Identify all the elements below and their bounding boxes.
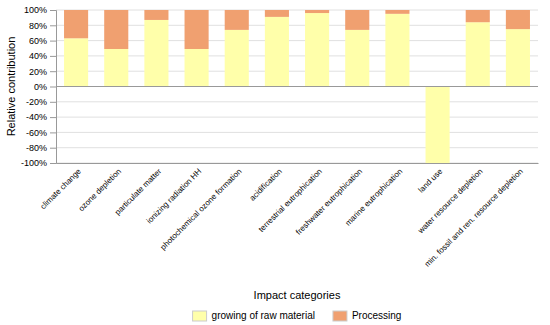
y-tick-label: -60% bbox=[26, 128, 47, 138]
grid-line bbox=[56, 117, 538, 118]
x-tick-label: climate change bbox=[38, 166, 83, 211]
y-tick-label: -40% bbox=[26, 112, 47, 122]
y-tick: -40% bbox=[26, 112, 56, 122]
y-tick: -100% bbox=[21, 158, 56, 168]
y-axis: -100% -80% -60% -40% -20% 0% 20% 40% 60% 80% 100% bbox=[21, 5, 57, 168]
y-tick-mark bbox=[50, 87, 56, 88]
grid-line bbox=[56, 86, 538, 87]
bar-segment bbox=[385, 10, 409, 14]
y-axis-title: Relative contribution bbox=[5, 37, 17, 137]
y-tick: -80% bbox=[26, 143, 56, 153]
legend-item: Processing bbox=[333, 310, 401, 321]
x-tick: freshwater eutrophication bbox=[294, 163, 364, 237]
y-tick: 60% bbox=[29, 36, 56, 46]
bar-segment bbox=[506, 29, 530, 86]
legend-swatch bbox=[333, 311, 347, 321]
bar-segment bbox=[64, 38, 88, 86]
y-tick-label: -80% bbox=[26, 143, 47, 153]
y-tick-mark bbox=[50, 71, 56, 72]
grid-line bbox=[56, 132, 538, 133]
y-tick: 20% bbox=[29, 67, 56, 77]
y-tick: -60% bbox=[26, 128, 56, 138]
y-tick-label: 20% bbox=[29, 67, 47, 77]
bar-segment bbox=[265, 17, 289, 87]
x-tick: climate change bbox=[38, 163, 83, 211]
grid-line bbox=[56, 101, 538, 102]
legend-label: growing of raw material bbox=[212, 310, 315, 321]
bar-segment bbox=[104, 10, 128, 49]
x-tick: water resource depletion bbox=[416, 163, 485, 236]
bar-segment bbox=[225, 10, 249, 30]
x-tick-label: terrestrial eutrophication bbox=[257, 167, 324, 234]
chart: -100% -80% -60% -40% -20% 0% 20% 40% 60% 80% 100% c… bbox=[0, 0, 550, 325]
x-tick-label: freshwater eutrophication bbox=[294, 167, 364, 237]
x-tick: land use bbox=[417, 163, 445, 195]
y-tick-label: -20% bbox=[26, 97, 47, 107]
legend: growing of raw material Processing bbox=[193, 310, 402, 321]
x-axis: climate changeozone depletionparticulate… bbox=[38, 163, 538, 269]
bar-segment bbox=[144, 10, 168, 20]
y-tick-mark bbox=[50, 56, 56, 57]
y-tick-label: 100% bbox=[24, 5, 47, 15]
bar-segment bbox=[345, 30, 369, 87]
y-tick-label: -100% bbox=[21, 158, 47, 168]
x-tick: photochemical ozone formation bbox=[159, 163, 244, 252]
y-tick-mark bbox=[50, 148, 56, 149]
x-tick-label: acidification bbox=[248, 167, 284, 203]
legend-item: growing of raw material bbox=[193, 310, 315, 321]
bar-segment bbox=[345, 10, 369, 30]
bar-segment bbox=[305, 13, 329, 86]
plot-area: -100% -80% -60% -40% -20% 0% 20% 40% 60% 80% 100% c… bbox=[21, 5, 539, 268]
y-tick-mark bbox=[50, 41, 56, 42]
bar-segment bbox=[466, 22, 490, 86]
bar-segment bbox=[305, 10, 329, 13]
x-tick: marine eutrophication bbox=[343, 163, 404, 228]
x-tick-label: marine eutrophication bbox=[343, 167, 404, 228]
x-tick: ozone depletion bbox=[77, 163, 123, 213]
bar-segment bbox=[104, 49, 128, 86]
y-tick-label: 0% bbox=[34, 82, 47, 92]
y-tick-mark bbox=[50, 10, 56, 11]
y-tick: -20% bbox=[26, 97, 56, 107]
bar-segment bbox=[506, 10, 530, 29]
x-axis-line bbox=[57, 163, 539, 164]
grid bbox=[56, 10, 538, 163]
bar-segment bbox=[466, 10, 490, 22]
legend-swatch bbox=[193, 311, 207, 321]
x-tick-label: min. fossil and ren. resource depletion bbox=[423, 167, 525, 269]
x-axis-title: Impact categories bbox=[254, 289, 341, 301]
y-tick-label: 60% bbox=[29, 36, 47, 46]
y-tick: 40% bbox=[29, 51, 56, 61]
y-tick-mark bbox=[50, 163, 56, 164]
bar-segment bbox=[185, 10, 209, 49]
bar-segment bbox=[265, 10, 289, 17]
bar-segment bbox=[225, 30, 249, 87]
y-tick: 0% bbox=[34, 82, 56, 92]
y-tick-label: 80% bbox=[29, 21, 47, 31]
bar-segment bbox=[426, 87, 450, 164]
x-tick-label: land use bbox=[417, 166, 445, 194]
y-axis-line bbox=[50, 11, 57, 164]
y-tick: 100% bbox=[24, 5, 56, 15]
grid-line bbox=[56, 147, 538, 148]
x-tick: acidification bbox=[248, 163, 284, 203]
x-tick-label: photochemical ozone formation bbox=[159, 167, 244, 252]
y-tick-mark bbox=[50, 117, 56, 118]
bar-segment bbox=[185, 49, 209, 86]
bar-segment bbox=[64, 10, 88, 38]
bar-segment bbox=[385, 14, 409, 87]
y-tick-mark bbox=[50, 25, 56, 26]
legend-label: Processing bbox=[352, 310, 401, 321]
bar-segment bbox=[144, 20, 168, 87]
y-tick-label: 40% bbox=[29, 51, 47, 61]
y-tick: 80% bbox=[29, 21, 56, 31]
y-tick-mark bbox=[50, 132, 56, 133]
x-tick: min. fossil and ren. resource depletion bbox=[423, 163, 525, 269]
zero-line bbox=[56, 86, 538, 87]
x-tick-label: water resource depletion bbox=[416, 167, 485, 236]
grid-line bbox=[56, 163, 538, 164]
y-tick-mark bbox=[50, 102, 56, 103]
